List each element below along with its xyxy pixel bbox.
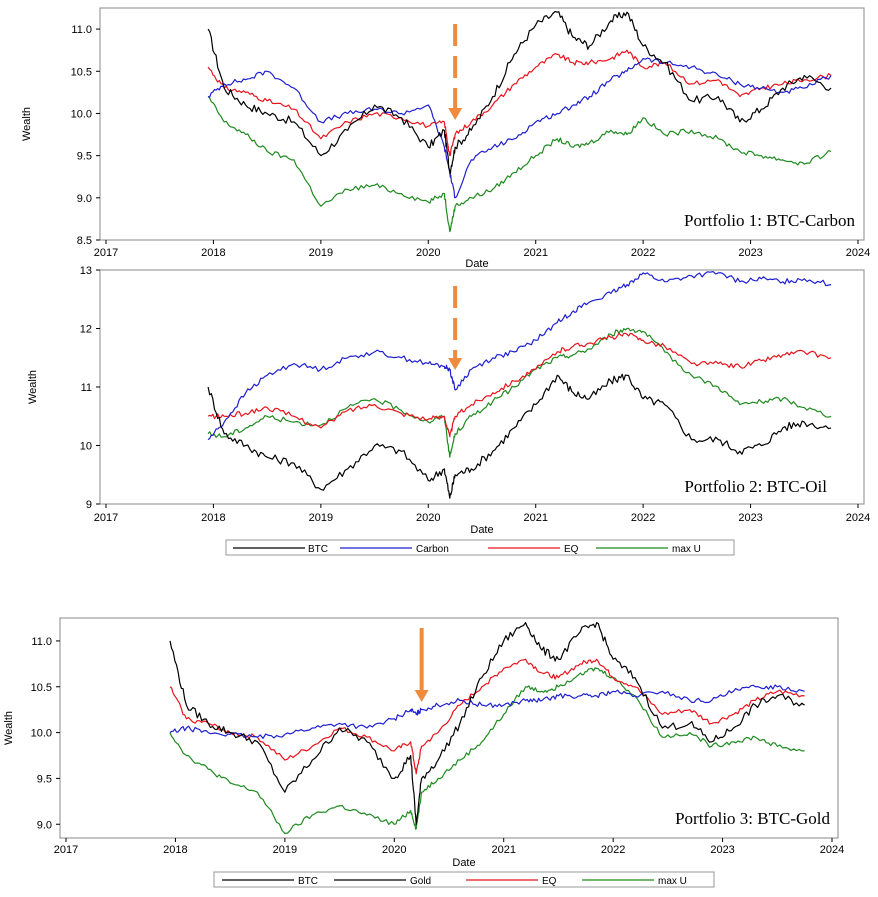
x-tick-label-1-2021: 2021 (523, 247, 547, 259)
x-tick-label-2-2022: 2022 (631, 512, 655, 524)
legend-box-2 (213, 871, 715, 888)
x-tick-label-2-2021: 2021 (523, 512, 547, 524)
y-axis-label-3: Wealth (3, 711, 15, 745)
plot-frame-1 (99, 7, 865, 241)
x-tick-label-2-2020: 2020 (416, 512, 440, 524)
x-tick-label-3-2018: 2018 (163, 844, 187, 856)
y-tick-label-2-10: 10 (80, 441, 92, 453)
legend-box-1 (225, 539, 735, 556)
x-tick-label-3-2023: 2023 (710, 844, 734, 856)
series-line-2-maxu (207, 327, 832, 458)
y-tick-label-3-11.0: 11.0 (31, 636, 52, 648)
series-line-3-btc (169, 622, 805, 825)
x-tick-label-3-2020: 2020 (382, 844, 406, 856)
x-axis-label-1: Date (465, 258, 488, 270)
y-tick-label-1-10.0: 10.0 (71, 108, 92, 120)
legend-label-carbon-1: Carbon (416, 544, 449, 555)
series-line-3-gold (169, 684, 805, 739)
x-tick-label-2-2024: 2024 (846, 512, 870, 524)
y-axis-label-1: Wealth (21, 107, 33, 141)
y-tick-label-1-10.5: 10.5 (71, 66, 92, 78)
y-tick-label-1-9.0: 9.0 (77, 193, 92, 205)
x-tick-label-1-2018: 2018 (201, 247, 225, 259)
legend-1: BTC Carbon EQ max U (225, 539, 735, 556)
panel-1: Wealth Date Portfolio 1: BTC-Carbon 2017… (21, 7, 870, 270)
series-line-1-btc (207, 10, 832, 175)
panel-title-2: Portfolio 2: BTC-Oil (684, 477, 827, 496)
legend-label-btc-1: BTC (308, 544, 328, 555)
series-line-3-maxu (169, 667, 805, 834)
legend-label-btc-2: BTC (298, 876, 318, 887)
x-tick-label-2-2019: 2019 (309, 512, 333, 524)
legend-label-maxu-1: max U (672, 544, 701, 555)
x-tick-label-1-2020: 2020 (416, 247, 440, 259)
series-line-1-carbon (207, 57, 832, 199)
series-line-3-eq (169, 658, 805, 775)
x-tick-label-3-2022: 2022 (601, 844, 625, 856)
x-tick-label-1-2023: 2023 (738, 247, 762, 259)
y-axis-label-2: Wealth (27, 370, 39, 404)
series-line-2-oil (207, 271, 832, 441)
x-tick-label-3-2017: 2017 (54, 844, 78, 856)
panel-title-3: Portfolio 3: BTC-Gold (675, 809, 830, 828)
series-line-2-eq (207, 332, 832, 438)
y-tick-label-3-10.0: 10.0 (31, 728, 52, 740)
y-tick-label-2-11: 11 (81, 382, 92, 394)
x-tick-label-1-2024: 2024 (846, 247, 870, 259)
y-tick-label-1-11.0: 11.0 (71, 24, 92, 36)
x-tick-label-2-2018: 2018 (201, 512, 225, 524)
y-tick-label-1-9.5: 9.5 (77, 151, 92, 163)
arrow-head-3 (414, 690, 429, 702)
x-tick-label-3-2021: 2021 (491, 844, 515, 856)
y-tick-label-3-9.0: 9.0 (37, 819, 52, 831)
arrow-head-1 (448, 108, 463, 120)
series-line-2-btc (207, 373, 832, 499)
x-tick-label-3-2024: 2024 (820, 844, 844, 856)
x-tick-label-2-2023: 2023 (738, 512, 762, 524)
x-tick-label-1-2019: 2019 (309, 247, 333, 259)
x-tick-label-1-2022: 2022 (631, 247, 655, 259)
x-tick-label-3-2019: 2019 (273, 844, 297, 856)
panel-title-1: Portfolio 1: BTC-Carbon (684, 211, 855, 230)
y-tick-label-2-12: 12 (80, 324, 92, 336)
y-tick-label-3-10.5: 10.5 (31, 682, 52, 694)
series-line-1-maxu (207, 96, 832, 233)
x-tick-label-1-2017: 2017 (94, 247, 118, 259)
panel-3: Wealth Date Portfolio 3: BTC-Gold 2017 20… (3, 617, 844, 869)
x-axis-label-3: Date (452, 857, 475, 869)
legend-label-gold-2: Gold (410, 876, 431, 887)
y-tick-label-2-13: 13 (80, 265, 92, 277)
legend-label-maxu-2: max U (658, 876, 687, 887)
panel-2: Wealth Date Portfolio 2: BTC-Oil 2017 201… (27, 265, 870, 536)
plot-frame-2 (99, 269, 865, 505)
x-tick-label-2-2017: 2017 (94, 512, 118, 524)
plot-frame-3 (59, 617, 839, 839)
x-axis-label-2: Date (470, 524, 493, 536)
y-tick-label-1-8.5: 8.5 (77, 235, 92, 247)
arrow-head-2 (448, 358, 463, 370)
legend-label-eq-2: EQ (542, 876, 557, 887)
series-line-1-eq (207, 49, 832, 157)
legend-2: BTC Gold EQ max U (213, 871, 715, 888)
y-tick-label-3-9.5: 9.5 (37, 773, 52, 785)
legend-label-eq-1: EQ (564, 544, 579, 555)
y-tick-label-2-9: 9 (86, 499, 92, 511)
